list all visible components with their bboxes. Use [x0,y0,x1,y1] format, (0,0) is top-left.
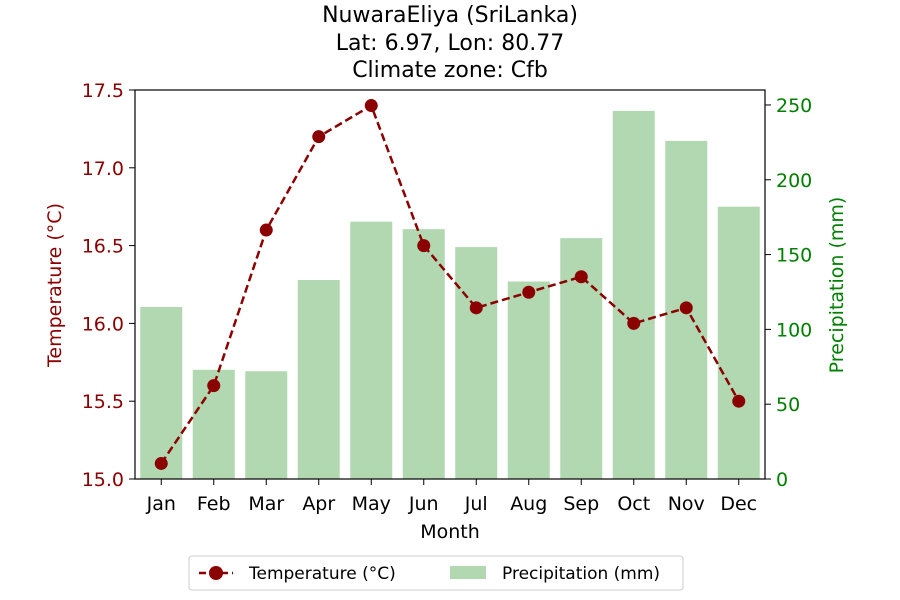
precipitation-bar-may [350,221,393,479]
left-tick-label: 15.0 [82,469,124,491]
x-tick-label: Jan [146,493,176,515]
plot-frame [134,89,766,480]
temperature-point-may [364,99,378,113]
precipitation-bar-oct [612,110,655,479]
temperature-point-jul [469,301,483,315]
temperature-point-apr [312,130,326,144]
temperature-point-jan [154,456,168,470]
x-tick-label: Mar [248,493,284,515]
left-tick-label: 16.0 [82,313,124,335]
precipitation-bar-jul [455,247,498,479]
temperature-point-aug [522,285,536,299]
x-tick-label: Jun [408,493,439,515]
left-axis-label: Temperature (°C) [44,203,66,368]
temperature-point-sep [574,270,588,284]
x-tick-label: Aug [510,493,547,515]
legend: Temperature (°C) Precipitation (mm) [188,555,684,591]
temperature-point-oct [627,316,641,330]
right-tick-label: 150 [776,245,812,267]
x-tick-label: Nov [668,493,705,515]
x-tick-label: May [352,493,391,515]
legend-box [188,555,684,591]
x-tick-label: Feb [197,493,231,515]
temperature-point-feb [207,379,221,393]
chart-title-line-1: NuwaraEliya (SriLanka) [322,3,578,28]
legend-temperature-label: Temperature (°C) [248,564,396,584]
x-tick-label: Jul [464,493,488,515]
left-tick-label: 17.0 [82,158,124,180]
temperature-point-mar [259,223,273,237]
chart-title-line-2: Lat: 6.97, Lon: 80.77 [336,31,564,56]
legend-precipitation-patch [450,566,486,579]
left-tick-label: 15.5 [82,391,124,413]
chart-title-line-3: Climate zone: Cfb [352,58,548,83]
precipitation-bar-dec [717,206,760,479]
precipitation-bar-jan [140,306,183,479]
right-axis-ticks: 0 50 100 150 200 250 [765,95,812,491]
temperature-point-nov [679,301,693,315]
left-tick-label: 17.5 [82,80,124,102]
left-tick-label: 16.5 [82,236,124,258]
temperature-point-jun [417,239,431,253]
right-tick-label: 250 [776,95,812,117]
temperature-point-dec [732,394,746,408]
precipitation-bars [140,110,760,479]
precipitation-bar-apr [297,280,340,479]
right-axis-label: Precipitation (mm) [826,197,848,374]
right-tick-label: 50 [776,394,800,416]
temperature-line-layer [154,99,746,470]
x-axis-label: Month [420,521,480,543]
right-tick-label: 0 [776,469,788,491]
x-tick-label: Dec [720,493,757,515]
right-tick-label: 200 [776,170,812,192]
right-tick-label: 100 [776,319,812,341]
precipitation-bar-aug [507,281,550,479]
x-tick-label: Sep [563,493,599,515]
x-axis-ticks: Jan Feb Mar Apr May Jun Jul Aug Sep Oct Nov Dec [146,479,757,515]
precipitation-bar-jun [402,229,445,479]
precipitation-bar-mar [245,371,288,479]
x-tick-label: Apr [302,493,335,515]
temperature-line [160,103,740,465]
left-axis-ticks: 15.0 15.5 16.0 16.5 17.0 17.5 [82,80,135,491]
legend-temperature-marker [209,566,223,580]
x-tick-label: Oct [617,493,650,515]
legend-precipitation-label: Precipitation (mm) [502,564,660,584]
